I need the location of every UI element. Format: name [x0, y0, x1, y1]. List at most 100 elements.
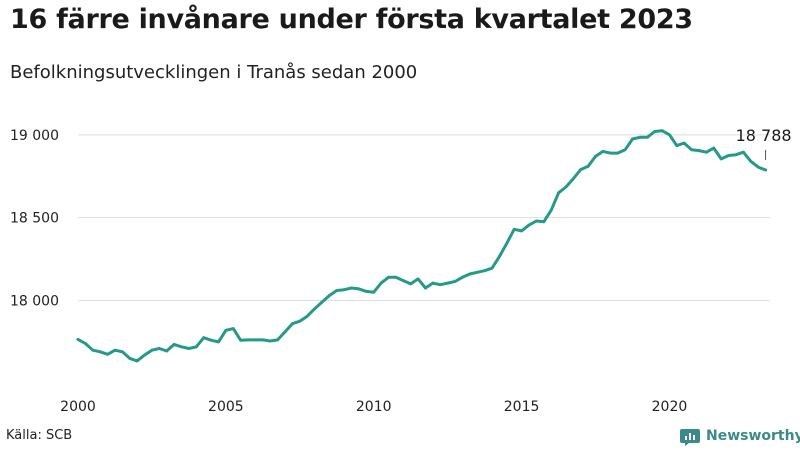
brand-name: Newsworthy [706, 428, 800, 444]
data-point [727, 154, 730, 157]
data-point [180, 345, 183, 349]
data-point [564, 185, 568, 189]
data-point [549, 208, 553, 212]
x-tick-label: 2010 [356, 399, 392, 415]
data-point [468, 272, 472, 276]
data-point [120, 350, 124, 354]
data-point [579, 168, 583, 172]
data-point [542, 220, 546, 224]
data-point [350, 286, 353, 290]
data-point [394, 275, 398, 279]
data-point [327, 294, 331, 297]
data-point [490, 266, 494, 270]
data-point [461, 275, 464, 279]
data-point [734, 153, 738, 157]
data-point [83, 342, 87, 345]
data-point [512, 227, 516, 231]
brand-logo[interactable]: Newsworthy [680, 426, 800, 446]
data-point [298, 319, 302, 323]
bar-chart-logo-icon [680, 429, 700, 446]
x-tick-label: 2015 [504, 399, 540, 415]
data-point [446, 281, 450, 285]
series-layer [76, 129, 768, 363]
data-point [764, 168, 767, 172]
data-point [231, 327, 235, 331]
data-point [379, 281, 383, 285]
data-point [697, 149, 701, 152]
data-point [98, 350, 102, 354]
x-tick-label: 2005 [208, 399, 244, 415]
data-point [475, 270, 479, 274]
data-point [712, 146, 716, 150]
data-point [157, 347, 161, 350]
data-point [424, 286, 427, 290]
data-point [254, 338, 257, 342]
data-point [305, 314, 309, 318]
data-point [690, 148, 694, 152]
data-point [645, 135, 649, 139]
data-point [571, 177, 575, 181]
data-point [202, 336, 206, 340]
data-point [409, 282, 413, 286]
data-point [749, 159, 753, 163]
data-point [653, 130, 657, 133]
end-annotation: 18 788 [736, 126, 792, 160]
grid-lines [78, 134, 770, 301]
data-point [660, 129, 664, 133]
data-point [623, 148, 627, 152]
data-point [224, 328, 228, 332]
data-point [756, 165, 760, 169]
data-point [106, 352, 109, 356]
end-value-label: 18 788 [736, 126, 792, 145]
data-point [246, 338, 250, 342]
data-point [557, 191, 560, 195]
data-point [165, 349, 169, 353]
data-point [261, 338, 265, 342]
data-point [276, 338, 280, 342]
data-point [357, 287, 361, 291]
data-point [372, 290, 376, 294]
data-point [128, 357, 132, 360]
data-point [342, 288, 346, 292]
data-point [527, 223, 531, 227]
data-point [668, 133, 671, 137]
data-point [483, 269, 487, 273]
data-point [705, 150, 708, 154]
data-point [268, 339, 272, 343]
data-point [401, 279, 405, 282]
x-tick-label: 2020 [652, 399, 688, 415]
data-point [675, 144, 679, 148]
y-axis-ticks: 18 000 18 500 19 000 [10, 128, 59, 310]
data-point [586, 164, 590, 168]
data-point [682, 141, 686, 145]
data-point [416, 277, 420, 281]
data-point [505, 241, 509, 245]
data-point [217, 340, 220, 344]
data-point [741, 150, 745, 154]
x-axis-ticks: 2000 2005 2010 2015 2020 [60, 399, 687, 415]
data-point [135, 359, 139, 363]
data-point [498, 255, 501, 258]
data-point [187, 347, 191, 350]
data-point [194, 345, 198, 349]
data-point [239, 338, 243, 342]
data-point [520, 229, 523, 233]
data-point [387, 275, 390, 279]
data-point [313, 307, 316, 311]
chart-subtitle: Befolkningsutvecklingen i Tranås sedan 2… [10, 62, 418, 83]
data-point [601, 150, 605, 153]
x-tick-label: 2000 [60, 399, 96, 415]
data-point [431, 281, 435, 285]
chart-title: 16 färre invånare under första kvartalet… [10, 4, 693, 35]
y-tick-label: 18 500 [10, 211, 59, 227]
data-point [608, 151, 612, 155]
source-note: Källa: SCB [6, 428, 73, 443]
data-point [209, 338, 213, 342]
y-tick-label: 19 000 [10, 128, 59, 144]
data-point [594, 154, 597, 158]
data-point [150, 348, 154, 352]
data-point [113, 348, 117, 352]
data-point [534, 219, 538, 223]
data-point [172, 342, 176, 346]
